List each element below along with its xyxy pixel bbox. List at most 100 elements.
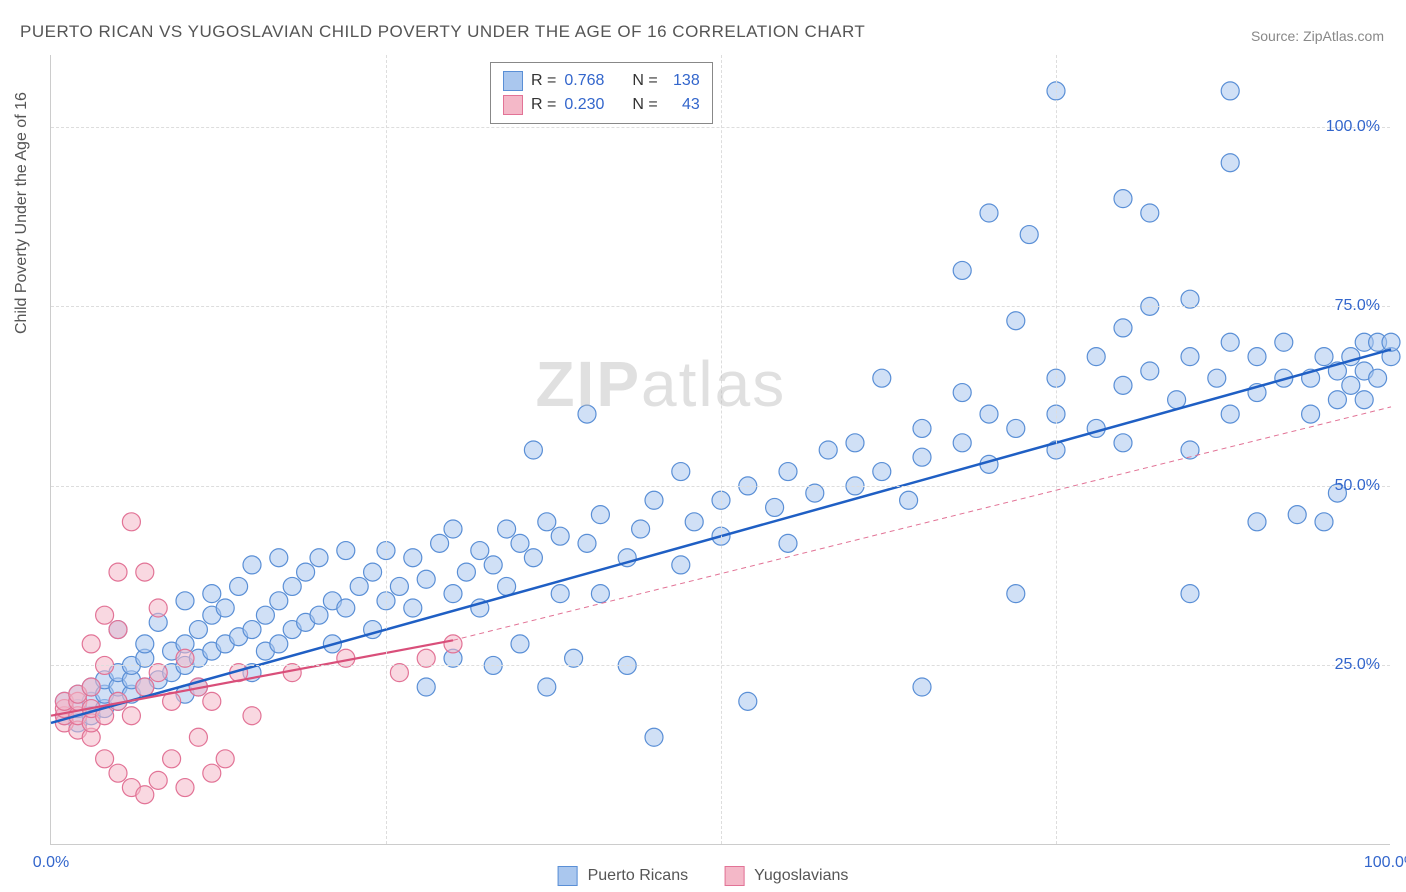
scatter-point (1114, 319, 1132, 337)
stats-legend-row: R =0.230N =43 (503, 93, 700, 117)
scatter-point (511, 534, 529, 552)
scatter-point (1007, 312, 1025, 330)
scatter-point (1275, 333, 1293, 351)
scatter-point (471, 542, 489, 560)
scatter-point (913, 419, 931, 437)
scatter-point (109, 621, 127, 639)
scatter-point (431, 534, 449, 552)
scatter-point (122, 513, 140, 531)
scatter-point (873, 369, 891, 387)
scatter-point (149, 771, 167, 789)
ytick-label: 100.0% (1326, 118, 1380, 136)
scatter-point (1181, 348, 1199, 366)
scatter-point (1221, 154, 1239, 172)
scatter-point (337, 542, 355, 560)
scatter-point (96, 750, 114, 768)
scatter-point (913, 678, 931, 696)
scatter-point (203, 692, 221, 710)
scatter-point (672, 463, 690, 481)
scatter-point (645, 728, 663, 746)
scatter-point (109, 563, 127, 581)
scatter-point (1288, 506, 1306, 524)
stat-n-value: 138 (666, 72, 700, 90)
scatter-point (551, 585, 569, 603)
ytick-label: 75.0% (1335, 297, 1380, 315)
scatter-point (136, 563, 154, 581)
scatter-point (1369, 369, 1387, 387)
scatter-point (82, 678, 100, 696)
legend-swatch (503, 95, 523, 115)
stat-n-label: N = (632, 72, 657, 90)
scatter-point (1141, 204, 1159, 222)
xtick-label: 0.0% (33, 854, 69, 872)
gridline-v (386, 55, 387, 844)
scatter-point (1382, 333, 1400, 351)
scatter-point (1248, 513, 1266, 531)
gridline-v (721, 55, 722, 844)
scatter-point (685, 513, 703, 531)
scatter-point (176, 592, 194, 610)
xtick-label: 100.0% (1364, 854, 1406, 872)
scatter-point (1114, 434, 1132, 452)
scatter-point (1342, 376, 1360, 394)
scatter-point (203, 764, 221, 782)
scatter-point (953, 434, 971, 452)
scatter-point (270, 592, 288, 610)
scatter-point (310, 549, 328, 567)
scatter-point (1020, 226, 1038, 244)
scatter-point (243, 707, 261, 725)
scatter-point (216, 750, 234, 768)
series-legend-item: Yugoslavians (724, 866, 848, 886)
scatter-point (953, 384, 971, 402)
scatter-point (846, 434, 864, 452)
scatter-point (1007, 585, 1025, 603)
scatter-point (457, 563, 475, 581)
scatter-point (283, 577, 301, 595)
y-axis-label: Child Poverty Under the Age of 16 (13, 92, 31, 334)
scatter-point (1221, 405, 1239, 423)
scatter-point (511, 635, 529, 653)
scatter-point (310, 606, 328, 624)
legend-swatch (558, 866, 578, 886)
scatter-point (980, 204, 998, 222)
scatter-point (632, 520, 650, 538)
scatter-point (953, 261, 971, 279)
stat-r-value: 0.768 (564, 72, 604, 90)
scatter-point (82, 635, 100, 653)
scatter-point (913, 448, 931, 466)
scatter-point (243, 556, 261, 574)
scatter-point (163, 750, 181, 768)
scatter-point (1221, 82, 1239, 100)
scatter-point (1355, 391, 1373, 409)
scatter-point (1208, 369, 1226, 387)
chart-title: PUERTO RICAN VS YUGOSLAVIAN CHILD POVERT… (20, 22, 865, 42)
scatter-point (189, 621, 207, 639)
scatter-point (243, 621, 261, 639)
scatter-point (444, 585, 462, 603)
scatter-point (122, 707, 140, 725)
scatter-point (551, 527, 569, 545)
scatter-point (404, 599, 422, 617)
scatter-point (1114, 376, 1132, 394)
scatter-point (591, 585, 609, 603)
ytick-label: 25.0% (1335, 656, 1380, 674)
scatter-point (1302, 405, 1320, 423)
scatter-point (109, 764, 127, 782)
scatter-point (819, 441, 837, 459)
scatter-point (498, 577, 516, 595)
stat-n-label: N = (632, 96, 657, 114)
scatter-point (980, 405, 998, 423)
scatter-point (484, 556, 502, 574)
scatter-point (766, 498, 784, 516)
scatter-point (1168, 391, 1186, 409)
gridline-v (1056, 55, 1057, 844)
scatter-point (739, 692, 757, 710)
scatter-point (1114, 190, 1132, 208)
scatter-point (297, 563, 315, 581)
scatter-point (96, 606, 114, 624)
scatter-point (1328, 391, 1346, 409)
scatter-point (189, 728, 207, 746)
scatter-point (900, 491, 918, 509)
ytick-label: 50.0% (1335, 477, 1380, 495)
scatter-point (216, 599, 234, 617)
